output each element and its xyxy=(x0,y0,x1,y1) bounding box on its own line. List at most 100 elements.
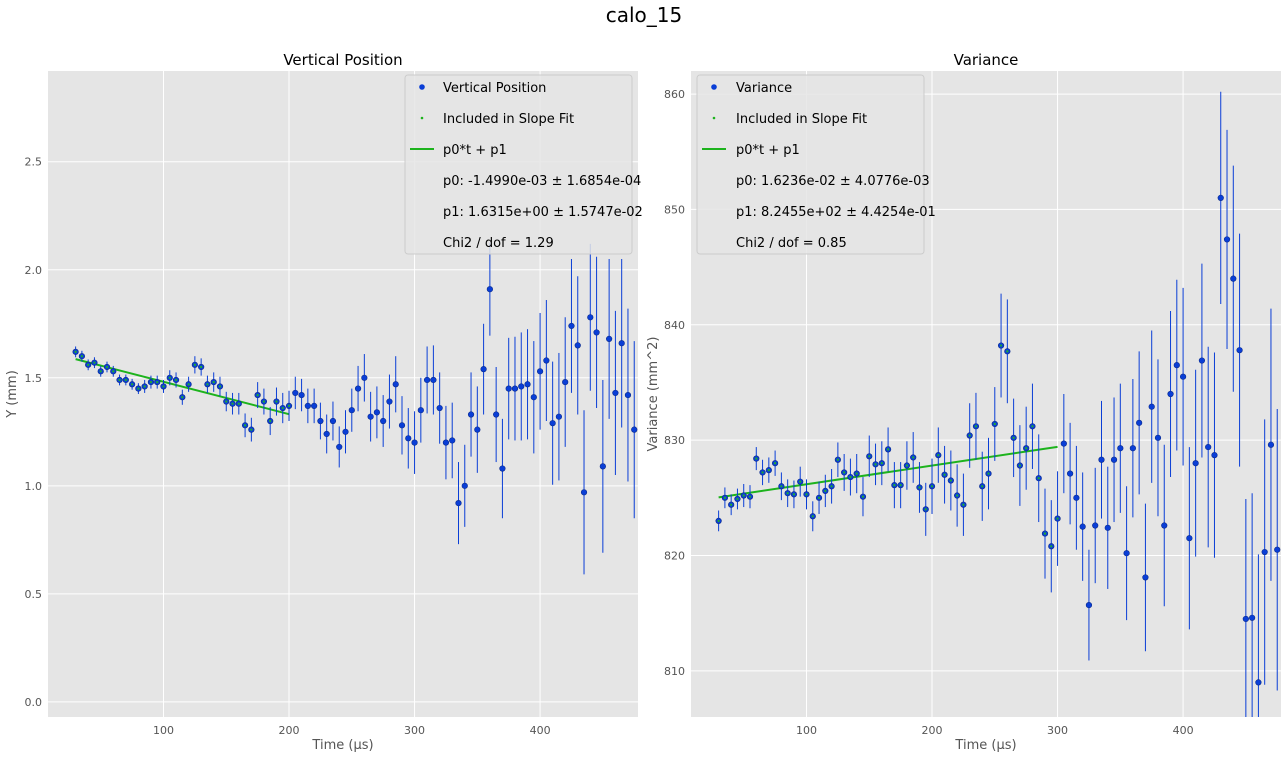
legend-param-p0: p0: -1.4990e-03 ± 1.6854e-04 xyxy=(443,174,641,189)
fit-point-marker xyxy=(786,492,789,495)
data-point xyxy=(1123,550,1130,557)
data-point xyxy=(580,489,588,496)
fit-point-marker xyxy=(949,479,953,482)
fit-point-marker xyxy=(755,457,758,460)
data-point xyxy=(1154,434,1162,441)
panel-title: Variance xyxy=(954,51,1019,69)
y-tick-label: 0.5 xyxy=(25,588,43,601)
data-point xyxy=(342,428,349,435)
legend-param-chi2: Chi2 / dof = 1.29 xyxy=(443,236,554,251)
data-point xyxy=(292,389,299,397)
fit-point-marker xyxy=(187,383,190,386)
x-tick-label: 100 xyxy=(153,724,174,737)
data-point xyxy=(1148,403,1155,410)
x-axis-label: Time (μs) xyxy=(954,738,1016,753)
data-point xyxy=(398,422,406,429)
data-point xyxy=(505,385,512,392)
fit-point-marker xyxy=(943,473,946,476)
fit-point-marker xyxy=(105,365,109,369)
legend-param-p1: p1: 8.2455e+02 ± 4.4254e-01 xyxy=(736,205,936,220)
data-point xyxy=(530,394,537,401)
data-point xyxy=(493,411,500,418)
fit-point-marker xyxy=(143,385,146,388)
fit-point-marker xyxy=(231,402,234,405)
fit-point-marker xyxy=(880,462,884,465)
data-point xyxy=(518,383,525,390)
variance-panel: 100 200 300 400 810 820 830 840 850 860 Variance … xyxy=(646,51,1281,753)
data-point xyxy=(1192,460,1199,467)
data-point xyxy=(304,402,311,409)
fit-point-marker xyxy=(805,493,808,496)
legend-param-chi2: Chi2 / dof = 0.85 xyxy=(736,236,847,251)
legend-label-data: Vertical Position xyxy=(443,81,546,96)
data-point xyxy=(1255,679,1262,686)
y-tick-label: 850 xyxy=(664,203,685,216)
data-point xyxy=(323,430,330,438)
data-point xyxy=(1085,602,1093,609)
data-point xyxy=(411,439,418,446)
fit-point-marker xyxy=(225,400,228,403)
fit-point-marker xyxy=(1012,436,1015,440)
legend-label-fit-points: Included in Slope Fit xyxy=(736,112,867,127)
data-point xyxy=(511,385,519,392)
data-point xyxy=(1073,494,1080,501)
data-point xyxy=(593,329,600,336)
x-tick-label: 300 xyxy=(404,724,425,737)
fit-point-marker xyxy=(855,472,858,475)
fit-point-marker xyxy=(1024,447,1028,450)
data-point xyxy=(524,381,531,388)
data-point xyxy=(474,426,481,433)
data-point xyxy=(417,407,424,414)
data-point xyxy=(1211,452,1218,459)
fit-point-marker xyxy=(1031,425,1034,428)
data-point xyxy=(430,376,437,384)
data-point xyxy=(436,404,443,412)
fit-point-marker xyxy=(955,494,959,497)
legend-marker-data xyxy=(711,84,717,90)
fit-point-marker xyxy=(256,393,259,397)
data-point xyxy=(1136,419,1143,426)
fit-point-marker xyxy=(999,344,1003,347)
data-point xyxy=(1179,373,1187,380)
data-point xyxy=(361,374,368,381)
legend-label-fit-points: Included in Slope Fit xyxy=(443,112,574,127)
data-point xyxy=(367,413,374,420)
data-point xyxy=(1092,522,1099,529)
fit-point-marker xyxy=(162,385,165,388)
fit-point-marker xyxy=(199,365,203,369)
fit-point-marker xyxy=(811,515,814,518)
fit-point-marker xyxy=(761,471,764,474)
fit-point-marker xyxy=(1043,532,1047,535)
data-point xyxy=(455,500,462,507)
legend: Vertical Position Included in Slope Fit … xyxy=(404,74,643,255)
fit-point-marker xyxy=(268,419,272,423)
fit-point-marker xyxy=(742,494,745,497)
data-point xyxy=(467,411,475,418)
fit-point-marker xyxy=(250,428,253,431)
fit-point-marker xyxy=(1037,477,1040,480)
fit-point-marker xyxy=(799,480,802,483)
fit-point-marker xyxy=(849,475,852,479)
data-point xyxy=(317,417,324,425)
data-point xyxy=(499,465,506,472)
fit-point-marker xyxy=(974,425,978,428)
data-point xyxy=(311,402,318,409)
fit-point-marker xyxy=(736,497,739,501)
data-point xyxy=(1098,456,1105,463)
fit-point-marker xyxy=(836,458,840,461)
fit-point-marker xyxy=(773,462,777,465)
legend-label-data: Variance xyxy=(736,81,792,96)
fit-point-marker xyxy=(99,370,102,373)
fit-point-marker xyxy=(780,485,783,488)
fit-point-marker xyxy=(86,363,90,367)
fit-point-marker xyxy=(981,485,984,488)
fit-point-marker xyxy=(1018,464,1022,467)
fit-point-marker xyxy=(817,496,821,500)
data-point xyxy=(1198,357,1206,364)
vertical-position-panel: 100 200 300 400 0.0 0.5 1.0 1.5 2.0 2.5 Vertical … xyxy=(5,51,643,753)
data-point xyxy=(1236,347,1243,354)
data-point xyxy=(568,322,575,330)
fit-point-marker xyxy=(729,503,733,506)
fit-point-marker xyxy=(218,385,222,388)
data-point xyxy=(574,342,581,349)
